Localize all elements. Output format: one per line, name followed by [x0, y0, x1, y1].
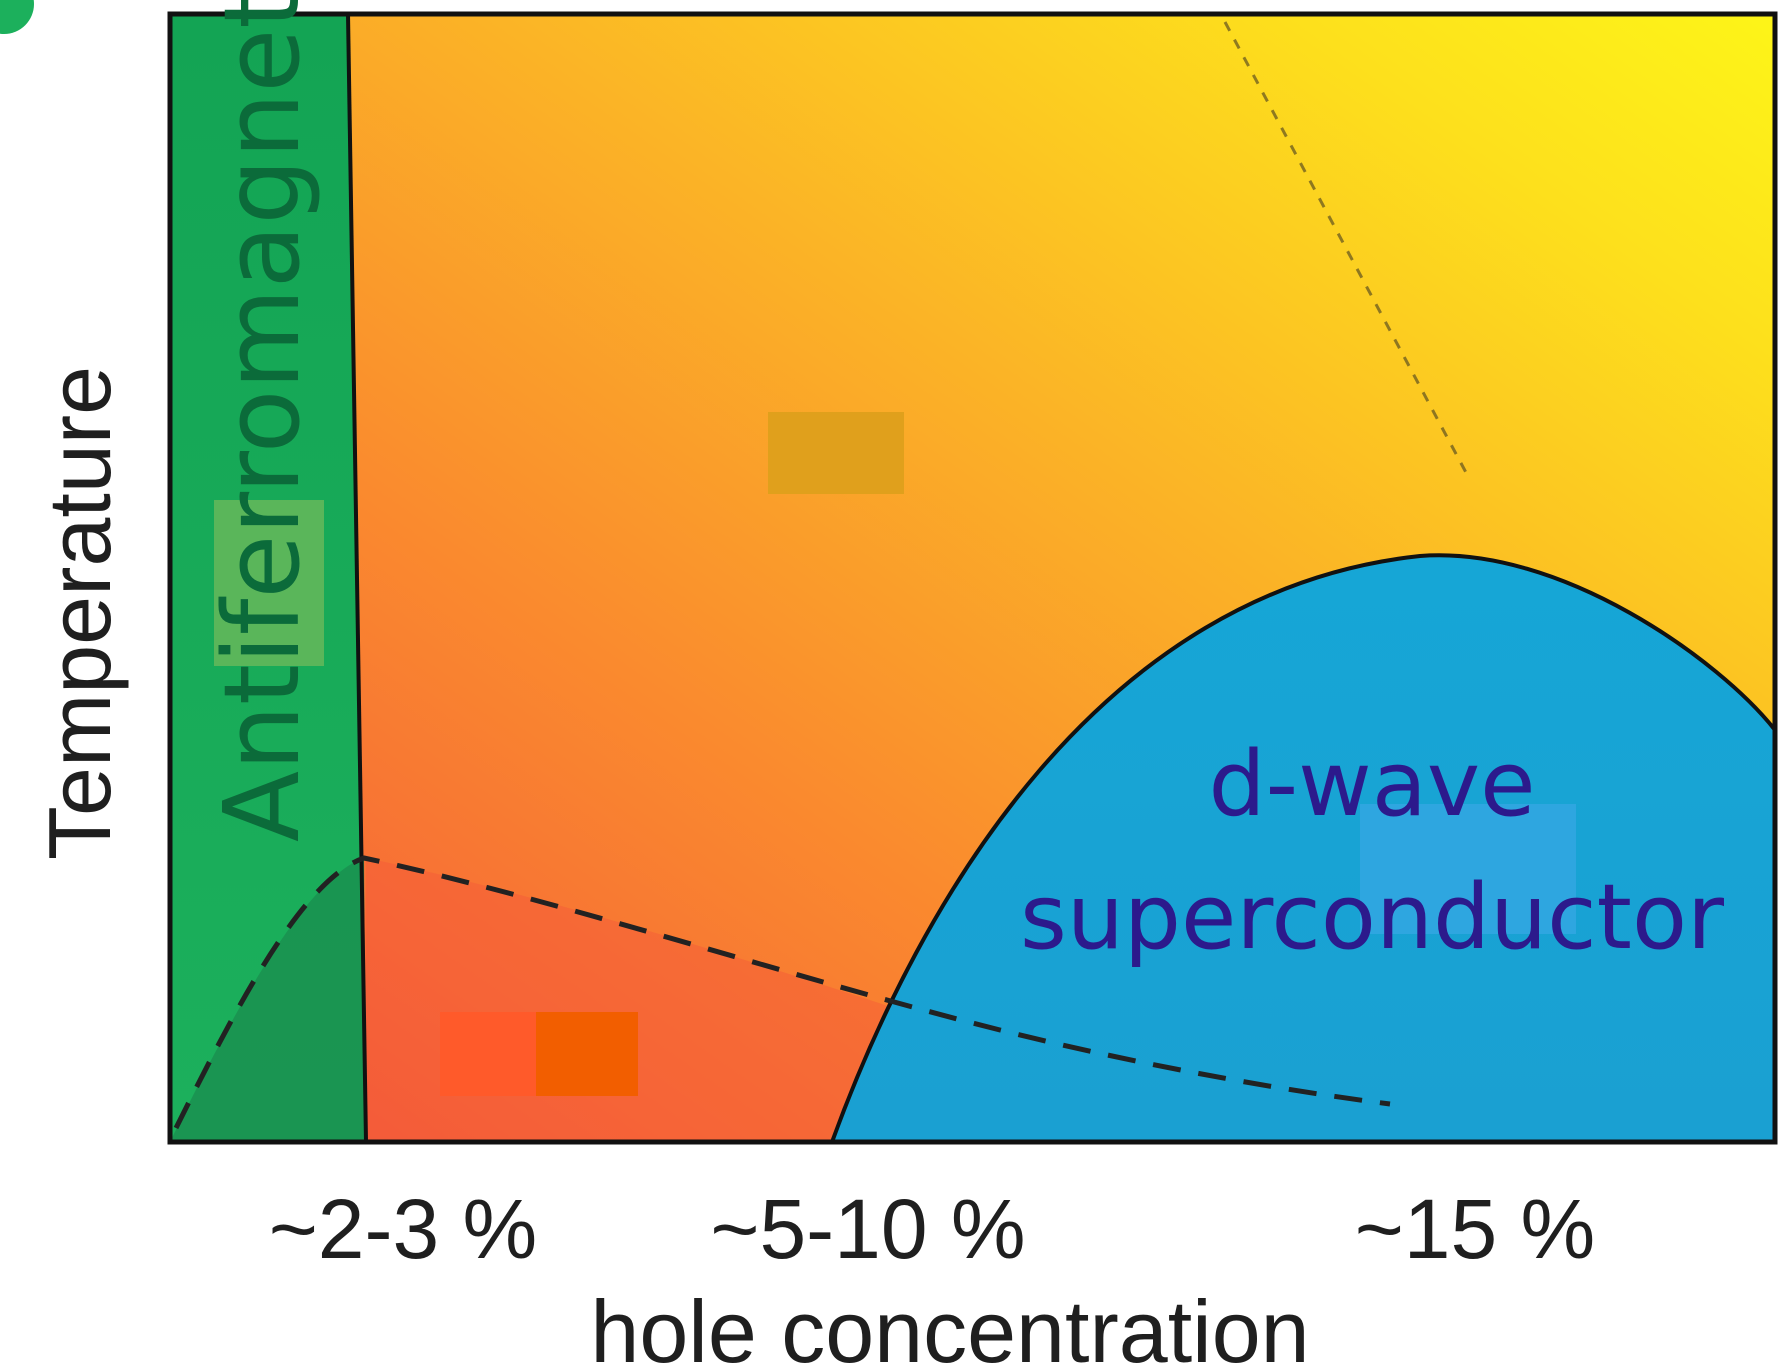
- overlay-box-top: [768, 412, 904, 494]
- antiferromagnet-lower-region: [170, 858, 366, 1142]
- corner-dot: [0, 0, 34, 34]
- plot-frame: [167, 11, 1778, 1145]
- superconductor-label-line1: d-wave: [1209, 732, 1536, 837]
- superconductor-dome: [829, 553, 1775, 1142]
- antiferromagnet-label: Antiferromagnet: [201, 0, 323, 842]
- superconductor-label-line2: superconductor: [1020, 865, 1724, 970]
- dashed-crossover-upper: [1223, 21, 1472, 481]
- overlay-box-bottom-right: [536, 1012, 638, 1096]
- overlay-box-green: [214, 500, 324, 666]
- x-axis-title: hole concentration: [590, 1282, 1309, 1369]
- x-tick-label: ~5-10 %: [710, 1182, 1025, 1276]
- overlay-box-superconductor: [1360, 804, 1576, 934]
- antiferromagnet-boundary: [346, 14, 368, 1142]
- overlay-box-bottom-left: [440, 1012, 540, 1096]
- x-tick-label: ~2-3 %: [269, 1182, 538, 1276]
- y-axis-title: Temperature: [30, 366, 129, 860]
- x-tick-label: ~15 %: [1355, 1182, 1596, 1276]
